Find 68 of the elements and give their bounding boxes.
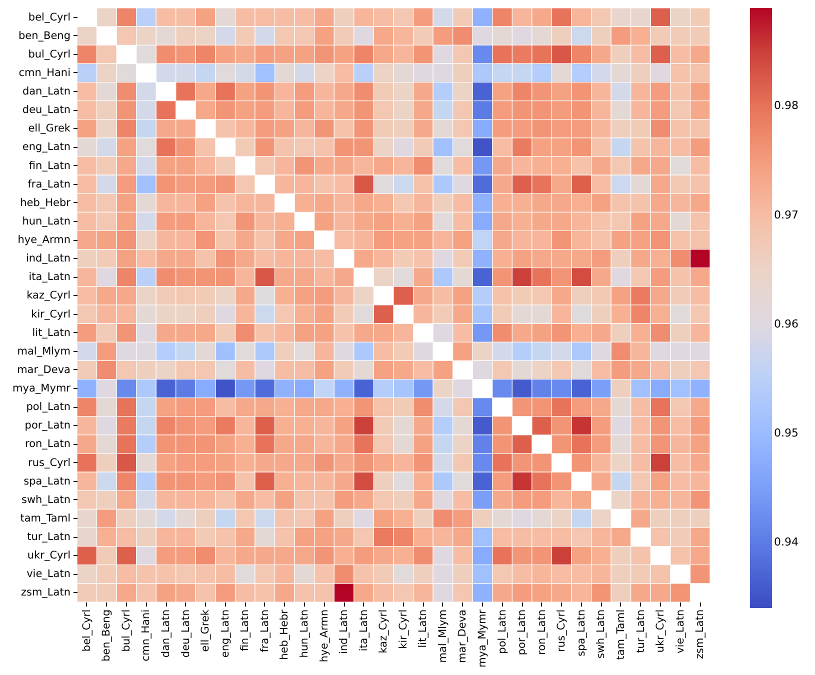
y-tick-label: dan_Latn [22,86,70,98]
y-tick-label: mya_Mymr [12,382,72,395]
x-tick-label: deu_Latn [180,610,192,658]
x-tick-label: ind_Latn [338,610,350,654]
y-tick-label: vie_Latn [26,568,70,580]
x-tick-label: mya_Mymr [476,608,489,668]
x-tick-label: rus_Cyrl [556,610,568,652]
x-tick-label: bul_Cyrl [120,610,132,652]
y-tick-label: ben_Beng [18,30,70,42]
y-tick-label: cmn_Hani [18,66,70,79]
y-tick-label: mar_Deva [17,364,70,376]
x-tick-label: tur_Latn [634,610,647,653]
x-tick-label: ita_Latn [358,610,370,652]
x-tick-label: cmn_Hani [140,610,152,662]
y-tick-label: por_Latn [24,420,70,432]
x-tick-label: spa_Latn [575,610,588,656]
y-tick-label: kaz_Cyrl [26,290,70,302]
x-tick-label: ell_Grek [200,608,212,652]
y-tick-label: eng_Latn [22,141,70,154]
y-tick-label: ukr_Cyrl [27,550,70,562]
x-tick-label: dan_Latn [160,610,172,658]
x-tick-label: zsm_Latn [694,610,706,660]
x-tick-label: mar_Deva [456,610,469,663]
color-bar-label: 0.96 [774,317,798,330]
x-tick-label: mal_Mlym [436,610,449,663]
x-tick-label: vie_Latn [674,610,686,654]
y-tick-label: swh_Latn [21,494,70,506]
y-tick-label: deu_Latn [22,104,70,116]
y-tick-label: tam_Taml [20,512,70,524]
y-tick-label: hye_Armn [18,234,70,246]
x-tick-label: por_Latn [516,610,528,656]
y-tick-label: fin_Latn [28,160,70,172]
x-tick-label: ukr_Cyrl [654,610,667,653]
y-tick-label: ind_Latn [26,252,70,265]
x-tick-label: fin_Latn [239,610,252,652]
y-tick-label: zsm_Latn [20,586,70,599]
y-tick-label: bel_Cyrl [28,11,70,24]
x-tick-label: eng_Latn [219,610,232,658]
x-tick-label: tam_Taml [614,610,627,660]
color-bar-label: 0.94 [774,536,798,549]
color-bar-label: 0.98 [774,99,798,112]
y-tick-label: lit_Latn [32,326,70,339]
y-tick-label: ron_Latn [25,438,70,450]
y-tick-label: pol_Latn [26,401,70,414]
x-tick-label: hun_Latn [298,610,310,658]
color-bar-label: 0.95 [774,426,798,440]
x-tick-label: hye_Armn [318,610,330,662]
x-tick-label: heb_Hebr [278,608,291,660]
x-tick-label: fra_Latn [258,610,271,652]
x-tick-label: ben_Beng [100,610,113,662]
y-tick-label: heb_Hebr [20,196,72,209]
y-tick-label: mal_Mlym [17,345,70,358]
color-bar-label: 0.97 [774,208,798,222]
x-tick-label: ron_Latn [536,610,548,655]
y-tick-label: spa_Latn [24,475,70,488]
y-tick-label: rus_Cyrl [28,456,70,469]
y-tick-label: fra_Latn [28,178,70,190]
y-tick-label: tur_Latn [27,531,70,544]
y-tick-label: ita_Latn [28,271,70,284]
y-tick-label: ell_Grek [28,122,72,135]
y-tick-label: kir_Cyrl [31,308,70,320]
y-tick-label: bul_Cyrl [28,48,70,60]
y-tick-label: hun_Latn [22,215,70,228]
x-tick-label: pol_Latn [496,610,508,654]
x-tick-label: kir_Cyrl [397,610,410,649]
x-tick-label: lit_Latn [417,610,430,648]
x-tick-label: kaz_Cyrl [378,610,390,654]
x-tick-label: swh_Latn [595,610,608,659]
